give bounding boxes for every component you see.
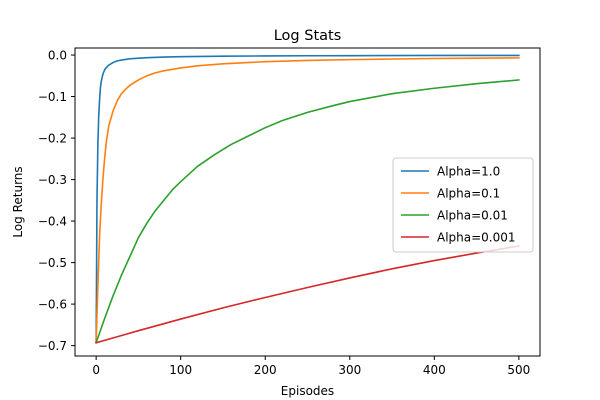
series-layer (95, 54, 520, 344)
x-axis-ticks: 0 100 200 300 400 500 (92, 356, 530, 377)
y-axis-ticks: 0.0 −0.1 −0.2 −0.3 −0.4 −0.5 −0.6 −0.7 (38, 49, 75, 353)
y-tick-label: −0.4 (38, 215, 67, 229)
x-axis-label: Episodes (281, 384, 334, 398)
y-tick-label: −0.2 (38, 132, 67, 146)
x-tick-label: 400 (423, 363, 446, 377)
legend-entry: Alpha=0.1 (437, 187, 500, 201)
series-line-1 (95, 54, 520, 344)
x-tick-label: 300 (338, 363, 361, 377)
y-axis-label: Log Returns (11, 166, 25, 237)
y-tick-label: 0.0 (48, 49, 67, 63)
y-tick-label: −0.6 (38, 298, 67, 312)
legend: Alpha=1.0 Alpha=0.1 Alpha=0.01 Alpha=0.001 (392, 157, 534, 253)
series-line-4 (95, 245, 520, 344)
legend-entry: Alpha=0.01 (437, 209, 508, 223)
y-tick-label: −0.3 (38, 173, 67, 187)
plot-frame (74, 47, 541, 357)
y-tick-label: −0.7 (38, 339, 67, 353)
series-line-3 (95, 79, 520, 344)
x-tick-label: 200 (254, 363, 277, 377)
x-tick-label: 0 (92, 363, 100, 377)
x-tick-label: 100 (169, 363, 192, 377)
legend-entry: Alpha=1.0 (437, 165, 500, 179)
x-tick-label: 500 (507, 363, 530, 377)
chart-title: Log Stats (274, 28, 342, 44)
legend-entry: Alpha=0.001 (437, 231, 516, 245)
legend-box (392, 157, 534, 253)
series-line-2 (95, 57, 520, 344)
y-tick-label: −0.1 (38, 90, 67, 104)
y-tick-label: −0.5 (38, 256, 67, 270)
